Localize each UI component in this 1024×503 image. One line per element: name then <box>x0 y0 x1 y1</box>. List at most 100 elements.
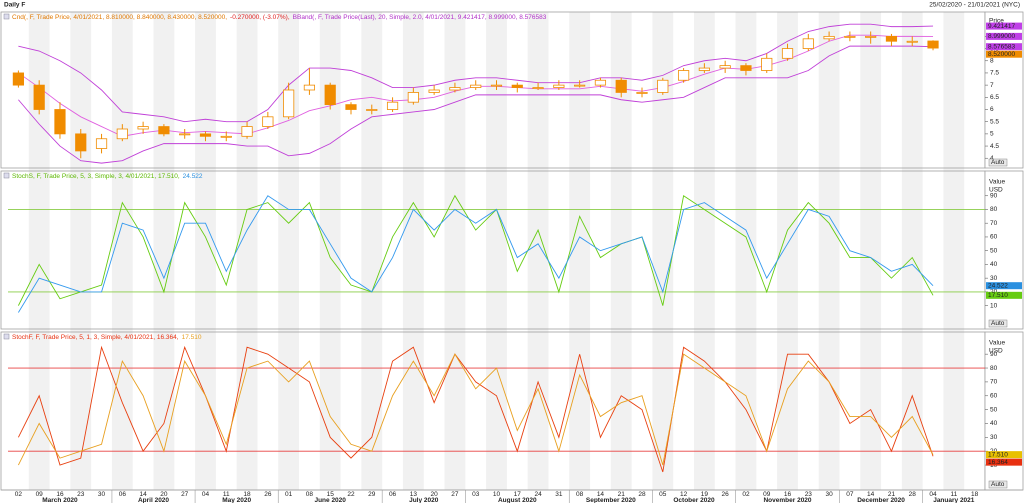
auto-label: Auto <box>991 320 1005 327</box>
y-tick-label: 8 <box>990 57 994 64</box>
week-shade <box>319 12 341 490</box>
y-tick-label: 5.5 <box>990 118 999 125</box>
week-shade <box>943 12 965 490</box>
candle-body <box>324 84 336 106</box>
auto-button[interactable] <box>988 319 1008 328</box>
x-tick-label: 28 <box>909 491 917 498</box>
x-tick-label: 13 <box>410 491 418 498</box>
value-badge <box>986 451 1022 459</box>
week-shade <box>444 12 466 490</box>
legend: StochS, F, Trade Price, 5, 3, Simple, 3,… <box>12 173 203 180</box>
axis-unit: USD <box>989 187 1003 194</box>
value-badge <box>986 291 1022 299</box>
legend: StochF, F, Trade Price, 5, 1, 3, Simple,… <box>12 334 202 341</box>
value-badge-label: 8.520000 <box>988 51 1015 58</box>
x-tick-label: 29 <box>368 491 376 498</box>
candle-body <box>823 35 835 40</box>
x-tick-label: 30 <box>825 491 833 498</box>
week-shade <box>111 12 133 490</box>
candle-body <box>158 126 170 135</box>
x-tick-label: 23 <box>805 491 813 498</box>
week-shade <box>777 12 798 490</box>
week-shade <box>195 12 216 490</box>
candle-body <box>449 87 461 91</box>
value-badge <box>986 50 1022 58</box>
date-range: 25/02/2020 - 21/01/2021 (NYC) <box>929 2 1020 9</box>
candle-body <box>33 84 45 110</box>
y-tick-label: 80 <box>990 365 998 372</box>
x-tick-label: 07 <box>846 491 854 498</box>
month-label: November 2020 <box>763 497 811 503</box>
x-tick-label: 10 <box>493 491 501 498</box>
week-shade <box>361 12 383 490</box>
candle-body <box>698 67 710 71</box>
candle-body <box>781 48 794 59</box>
x-tick-label: 15 <box>327 491 335 498</box>
week-shade <box>527 12 549 490</box>
candle-body <box>657 79 669 93</box>
x-tick-label: 27 <box>451 491 459 498</box>
candle-body <box>116 128 128 140</box>
x-tick-label: 01 <box>285 491 293 498</box>
x-tick-label: 03 <box>472 491 480 498</box>
candle-body <box>199 133 212 137</box>
y-tick-label: 60 <box>990 234 998 241</box>
x-tick-label: 24 <box>534 491 542 498</box>
legend-entry: BBand(, F, Trade Price(Last), 20, Simple… <box>293 14 547 21</box>
value-badge-label: 16.364 <box>988 459 1008 466</box>
x-tick-label: 18 <box>971 491 979 498</box>
x-tick-label: 20 <box>160 491 168 498</box>
legend-entry: StochS, F, Trade Price, 5, 3, Simple, 3,… <box>12 173 180 180</box>
y-tick-label: 4 <box>990 155 994 162</box>
legend-entry: -0.270000, (-3.07%), <box>230 14 290 21</box>
x-tick-label: 30 <box>98 491 106 498</box>
y-tick-label: 7 <box>990 82 994 89</box>
x-tick-label: 17 <box>514 491 522 498</box>
week-shade <box>486 12 507 490</box>
indicator-line <box>18 195 934 313</box>
x-tick-label: 20 <box>431 491 439 498</box>
auto-label: Auto <box>991 481 1005 488</box>
indicator-line <box>17 345 934 473</box>
week-shade <box>569 12 591 490</box>
candle-body <box>262 116 274 127</box>
x-tick-label: 31 <box>555 491 563 498</box>
axis-label: Price <box>989 18 1004 25</box>
legend-icon <box>3 333 10 340</box>
candle-body <box>95 138 108 149</box>
week-shade <box>28 12 50 490</box>
indicator-line <box>17 194 934 306</box>
value-badge <box>986 43 1022 51</box>
candle-body <box>927 40 939 49</box>
candle-body <box>407 92 419 103</box>
candle-body <box>844 35 856 38</box>
candle-body <box>54 109 66 135</box>
month-label: January 2021 <box>933 497 975 503</box>
window-title: Daily F <box>4 2 25 9</box>
legend-entry: Cnd(, F, Trade Price, 4/01/2021, 8.81000… <box>12 14 227 21</box>
x-tick-label: 12 <box>680 491 688 498</box>
x-tick-label: 06 <box>389 491 397 498</box>
x-tick-label: 21 <box>888 491 896 498</box>
auto-button[interactable] <box>988 480 1008 489</box>
auto-label: Auto <box>991 159 1005 166</box>
x-tick-label: 08 <box>576 491 584 498</box>
x-tick-label: 02 <box>15 491 23 498</box>
legend-entry: 17.510 <box>182 334 202 341</box>
candle-body <box>885 35 898 42</box>
week-shade <box>402 12 424 490</box>
candle-body <box>740 65 752 71</box>
week-shade <box>901 12 923 490</box>
month-label: August 2020 <box>498 497 537 503</box>
x-tick-label: 11 <box>950 491 957 498</box>
y-tick-label: 30 <box>990 434 998 441</box>
x-tick-label: 18 <box>243 491 251 498</box>
auto-button[interactable] <box>988 158 1008 167</box>
week-shade <box>693 12 715 490</box>
band-line <box>18 23 934 123</box>
candle-body <box>532 87 544 89</box>
candle-body <box>761 57 773 71</box>
y-tick-label: 50 <box>990 406 998 413</box>
x-tick-label: 28 <box>638 491 646 498</box>
legend-icon <box>3 172 10 179</box>
